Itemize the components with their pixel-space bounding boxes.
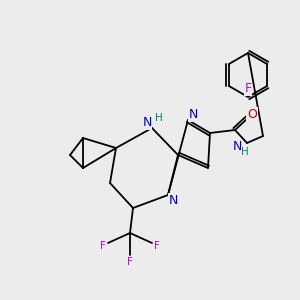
Text: F: F bbox=[244, 82, 252, 95]
Text: N: N bbox=[188, 109, 198, 122]
Text: F: F bbox=[127, 257, 133, 267]
Text: N: N bbox=[232, 140, 242, 152]
Text: O: O bbox=[247, 107, 257, 121]
Text: H: H bbox=[241, 147, 249, 157]
Text: F: F bbox=[154, 241, 160, 251]
Text: N: N bbox=[168, 194, 178, 206]
Text: N: N bbox=[142, 116, 152, 130]
Text: H: H bbox=[155, 113, 163, 123]
Text: F: F bbox=[100, 241, 106, 251]
